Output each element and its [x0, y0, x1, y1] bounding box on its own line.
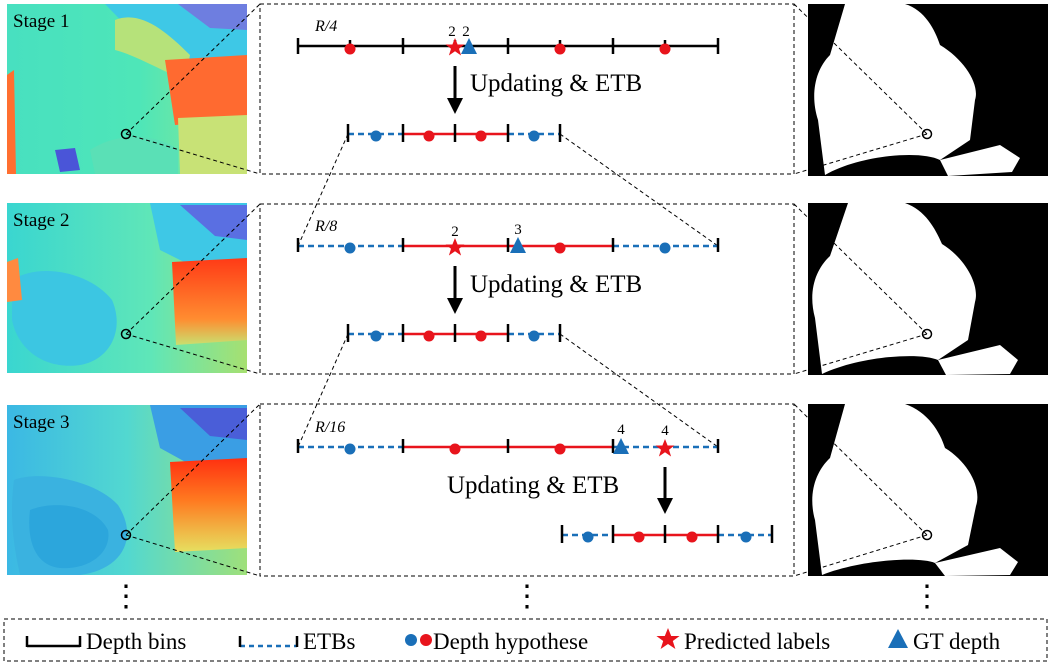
stage-label-1: Stage 1 [13, 11, 69, 32]
update-label-1: Updating & ETB [470, 70, 642, 97]
mask-stage-2 [808, 203, 1048, 375]
hypothesis-dot [554, 43, 566, 55]
gt-triangle-icon [461, 38, 477, 54]
hypothesis-dot [344, 43, 356, 55]
continuation-dots-center: ⋮ [512, 580, 542, 613]
stage-1-top-bins [296, 38, 720, 55]
down-arrow-head-3 [657, 498, 673, 514]
legend-star-icon [656, 628, 680, 649]
pixel-marker-left-2 [120, 328, 132, 340]
depth-map-stage-1 [7, 4, 247, 174]
legend-blue-dot-icon [405, 634, 417, 646]
predicted-star-icon [655, 439, 675, 457]
legend-depth-bins-icon [25, 636, 82, 648]
resolution-label-1: R/4 [314, 18, 337, 35]
down-arrow-head-2 [447, 298, 463, 314]
down-arrow-head-1 [447, 98, 463, 114]
update-label-3: Updating & ETB [447, 472, 619, 499]
legend-etbs-icon [238, 636, 299, 648]
depth-map-stage-2 [7, 203, 247, 373]
legend-triangle-icon [888, 629, 908, 648]
gt-value-1: 2 [462, 24, 470, 40]
stage-label-3: Stage 3 [13, 412, 69, 433]
continuation-dots-right: ⋮ [912, 580, 942, 613]
legend-depth-hypothese-label: Depth hypothese [433, 629, 588, 654]
zoom-guides [125, 3, 928, 577]
legend-gt-depth-label: GT depth [913, 629, 1001, 654]
stage-1-refined-bins [346, 124, 562, 142]
legend-red-dot-icon [420, 634, 432, 646]
legend-box [3, 618, 1048, 662]
gt-value-2: 3 [514, 222, 522, 238]
continuation-dots-left: ⋮ [111, 580, 141, 613]
legend-predicted-labels-label: Predicted labels [684, 629, 830, 654]
stage-box-2 [259, 203, 795, 375]
pred-value-3: 4 [661, 423, 669, 439]
depth-map-stage-3 [7, 405, 247, 575]
update-label-2: Updating & ETB [470, 271, 642, 298]
gt-triangle-icon [613, 438, 629, 454]
stage-box-3 [259, 403, 795, 577]
pixel-marker-left-1 [120, 128, 132, 140]
resolution-label-2: R/8 [314, 218, 337, 235]
pred-value-1: 2 [448, 24, 456, 40]
predicted-star-icon [445, 238, 465, 256]
stage-box-1 [259, 3, 795, 175]
pixel-marker-left-3 [120, 529, 132, 541]
resolution-label-3: R/16 [314, 419, 345, 436]
mask-stage-3 [808, 404, 1048, 576]
stage-label-2: Stage 2 [13, 210, 69, 231]
legend: Depth bins ETBs Depth hypothese Predicte… [3, 618, 1048, 662]
gt-value-3: 4 [617, 422, 625, 438]
mask-stage-1 [808, 4, 1048, 176]
gt-triangle-icon [510, 237, 526, 253]
legend-depth-bins-label: Depth bins [86, 629, 186, 654]
predicted-star-icon [445, 38, 465, 56]
pred-value-2: 2 [451, 224, 459, 240]
stage-3-refined-bins [560, 525, 774, 543]
stage-2-refined-bins [346, 324, 562, 342]
stage-3-top-bins [296, 439, 720, 455]
legend-etbs-label: ETBs [303, 629, 355, 654]
hypothesis-dot [659, 43, 671, 55]
stage-2-top-bins [296, 238, 720, 254]
